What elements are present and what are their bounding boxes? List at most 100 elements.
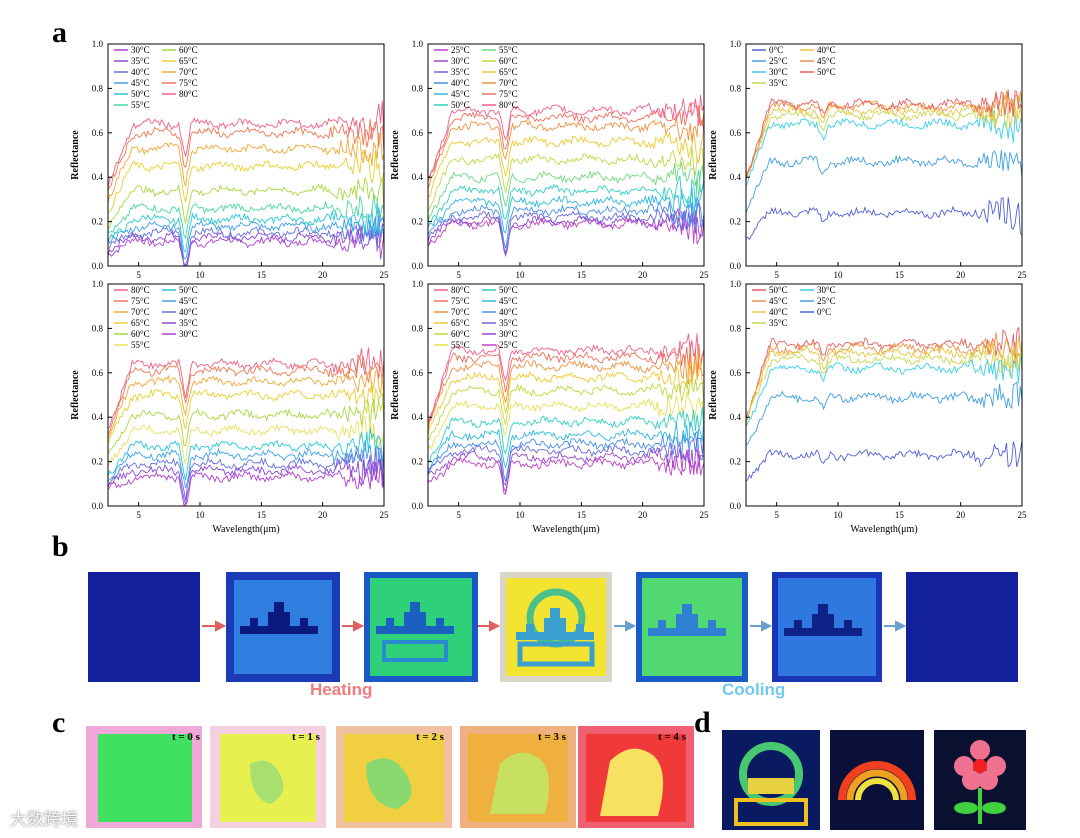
pattern-images — [722, 730, 1026, 830]
heating-arrows — [202, 620, 501, 632]
y-tick-label: 0.4 — [92, 412, 104, 422]
series-line-5 — [107, 199, 385, 253]
series-line-8 — [107, 150, 385, 213]
series-line-3 — [107, 214, 385, 266]
legend-entry: 65°C — [499, 67, 518, 77]
legend-entry: 0°C — [769, 45, 783, 55]
plot-frame — [107, 43, 385, 267]
legend-entry: 75°C — [451, 296, 470, 306]
y-tick-label: 0.8 — [92, 83, 104, 93]
legend-entry: 30°C — [131, 45, 150, 55]
series-line-2 — [427, 209, 705, 258]
thermal-frame-2 — [226, 572, 340, 682]
series-line-9 — [107, 446, 385, 501]
x-tick-label: 10 — [516, 270, 526, 280]
legend-entry: 45°C — [769, 296, 788, 306]
series-line-3 — [745, 337, 1023, 426]
x-tick-label: 25 — [700, 510, 710, 520]
x-tick-label: 20 — [956, 270, 966, 280]
y-tick-label: 1.0 — [412, 39, 424, 49]
series-line-11 — [427, 102, 705, 182]
series-line-9 — [427, 428, 705, 482]
legend-entry: 80°C — [451, 285, 470, 295]
series-line-3 — [427, 201, 705, 256]
y-tick-label: 0.8 — [412, 83, 424, 93]
series-line-9 — [427, 127, 705, 198]
legend-entry: 30°C — [769, 67, 788, 77]
y-tick-label: 0.0 — [412, 501, 424, 511]
thermal-frame-1 — [88, 572, 200, 682]
y-tick-label: 0.4 — [730, 412, 742, 422]
x-tick-label: 20 — [956, 510, 966, 520]
y-axis-label: Reflectance — [70, 130, 81, 180]
y-tick-label: 0.6 — [92, 128, 104, 138]
reflectance-chart-grid: 0.0 0.2 0.4 0.6 0.8 1.0 5 10 15 20 25 Reflectance 30… — [70, 39, 1027, 535]
y-tick-label: 1.0 — [730, 39, 742, 49]
legend-entry: 65°C — [131, 318, 150, 328]
y-tick-label: 0.6 — [412, 128, 424, 138]
series-line-6 — [745, 89, 1023, 175]
y-tick-label: 0.0 — [730, 501, 742, 511]
y-tick-label: 0.0 — [92, 261, 104, 271]
legend-entry: 35°C — [131, 56, 150, 66]
x-tick-label: 10 — [516, 510, 526, 520]
legend-entry: 25°C — [769, 56, 788, 66]
series-line-5 — [427, 179, 705, 234]
legend-entry: 35°C — [769, 318, 788, 328]
x-tick-label: 20 — [638, 270, 648, 280]
y-tick-label: 0.6 — [412, 368, 424, 378]
watermark-logo: 大数跨境 — [10, 810, 78, 830]
series-line-2 — [427, 342, 705, 430]
x-tick-label: 15 — [257, 510, 267, 520]
y-tick-label: 0.6 — [730, 128, 742, 138]
panel-letter-d: d — [694, 706, 711, 739]
x-tick-label: 25 — [1018, 510, 1028, 520]
x-tick-label: 15 — [895, 270, 905, 280]
legend-entry: 40°C — [499, 307, 518, 317]
panel-letter-a: a — [52, 16, 67, 49]
chart-6: 0.0 0.2 0.4 0.6 0.8 1.0 5 10 15 20 25 Reflectance Wa… — [708, 279, 1027, 535]
x-tick-label: 15 — [257, 270, 267, 280]
time-frame-0 — [86, 726, 202, 828]
panel-letter-c: c — [52, 706, 66, 739]
y-axis-label: Reflectance — [390, 130, 401, 180]
legend-entry: 70°C — [179, 67, 198, 77]
series-line-7 — [427, 161, 705, 222]
legend-entry: 65°C — [451, 318, 470, 328]
legend-entry: 45°C — [131, 78, 150, 88]
plot-frame — [427, 283, 705, 507]
series-line-1 — [107, 347, 385, 428]
y-tick-label: 0.2 — [730, 457, 741, 467]
legend-entry: 30°C — [817, 285, 836, 295]
x-tick-label: 25 — [380, 510, 390, 520]
legend-entry: 30°C — [179, 329, 198, 339]
series-line-12 — [427, 449, 705, 495]
series-line-4 — [107, 380, 385, 445]
time-frame-3 — [460, 726, 576, 828]
x-tick-label: 10 — [834, 270, 844, 280]
legend-entry: 80°C — [179, 89, 198, 99]
x-tick-label: 5 — [774, 510, 779, 520]
series-line-10 — [107, 118, 385, 191]
cooling-label: Cooling — [722, 680, 786, 699]
legend-entry: 30°C — [451, 56, 470, 66]
x-tick-label: 15 — [577, 270, 587, 280]
legend-entry: 60°C — [179, 45, 198, 55]
gear-pattern — [722, 730, 820, 830]
x-tick-label: 10 — [196, 270, 206, 280]
legend-entry: 75°C — [131, 296, 150, 306]
thermal-frame-5 — [636, 572, 748, 682]
thermal-frame-4 — [500, 572, 612, 682]
x-tick-label: 15 — [577, 510, 587, 520]
legend-entry: 50°C — [451, 100, 470, 110]
series-line-6 — [107, 415, 385, 466]
legend-entry: 60°C — [131, 329, 150, 339]
legend-entry: 25°C — [817, 296, 836, 306]
series-line-8 — [107, 437, 385, 489]
y-tick-label: 0.4 — [730, 172, 742, 182]
legend-entry: 40°C — [817, 45, 836, 55]
x-tick-label: 5 — [136, 270, 141, 280]
heating-label: Heating — [310, 680, 373, 699]
series-line-5 — [427, 379, 705, 441]
y-tick-label: 0.6 — [730, 368, 742, 378]
